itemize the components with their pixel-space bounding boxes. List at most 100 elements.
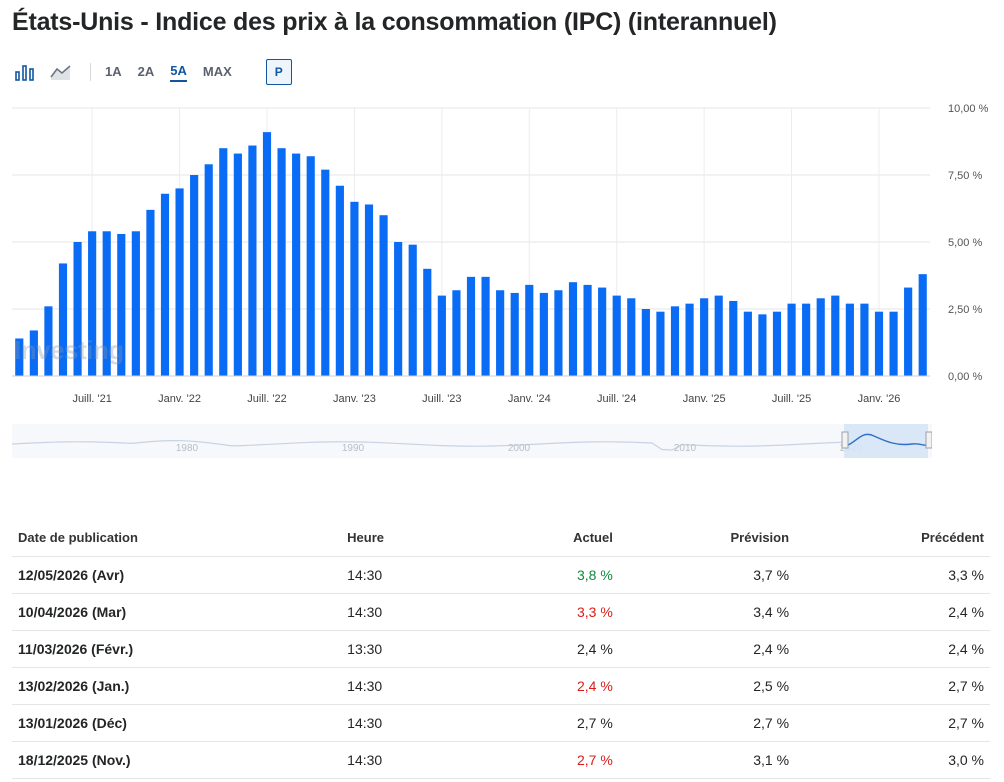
chart-bar[interactable] <box>510 292 519 376</box>
chart-bar[interactable] <box>277 148 286 376</box>
chart-bar[interactable] <box>525 284 534 376</box>
chart-bar[interactable] <box>641 309 650 376</box>
chart-bar[interactable] <box>787 303 796 376</box>
chart-bar[interactable] <box>102 231 111 376</box>
chart-bar[interactable] <box>190 175 199 376</box>
chart-bar[interactable] <box>612 295 621 376</box>
chart-bar[interactable] <box>233 153 242 376</box>
chart-bar[interactable] <box>466 276 476 376</box>
chart-bar[interactable] <box>88 231 97 376</box>
row-time: 14:30 <box>341 741 494 779</box>
chart-bar[interactable] <box>743 311 752 376</box>
chart-bar[interactable] <box>452 290 461 376</box>
chart-bar[interactable] <box>146 209 155 376</box>
chart-bar[interactable] <box>889 311 898 376</box>
chart-bar[interactable] <box>423 268 432 376</box>
x-tick-label: Juill. '22 <box>247 393 286 405</box>
navigator-line <box>11 439 843 451</box>
chart-bar[interactable] <box>58 263 68 376</box>
range-2a-button[interactable]: 2A <box>137 63 155 79</box>
row-time: 13:30 <box>341 630 494 668</box>
table-row: 10/04/2026 (Mar) 14:30 3,3 % 3,4 % 2,4 % <box>12 593 990 631</box>
chart-bar[interactable] <box>175 188 184 376</box>
x-tick-label: Juill. '25 <box>772 393 811 405</box>
row-previous: 2,7 % <box>795 667 990 705</box>
chart-bar[interactable] <box>262 132 272 376</box>
x-tick-label: Janv. '24 <box>508 393 551 405</box>
range-1a-button[interactable]: 1A <box>105 63 122 79</box>
chart-bar[interactable] <box>583 284 592 376</box>
chart-bar[interactable] <box>15 338 24 376</box>
chart-bar[interactable] <box>627 298 636 376</box>
chart-bar[interactable] <box>73 242 82 376</box>
row-actual: 2,7 % <box>493 741 619 779</box>
chart-bar[interactable] <box>714 295 723 376</box>
chart-bar[interactable] <box>117 233 126 376</box>
chart-bar[interactable] <box>685 303 694 376</box>
chart-bar[interactable] <box>437 295 446 376</box>
chart-bar[interactable] <box>802 303 811 376</box>
range-navigator[interactable]: 19801990200020102020 <box>11 424 933 458</box>
chart-bar[interactable] <box>918 274 927 376</box>
bar-chart-icon[interactable] <box>12 61 38 83</box>
chart-bar[interactable] <box>700 298 709 376</box>
chart-bar[interactable] <box>29 330 38 376</box>
chart-toolbar: 1A 2A 5A MAX P <box>12 58 292 86</box>
row-forecast: 2,5 % <box>618 667 796 705</box>
row-time: 14:30 <box>341 593 494 631</box>
chart-bar[interactable] <box>350 201 359 376</box>
chart-bar[interactable] <box>219 148 228 376</box>
x-tick-label: Juill. '21 <box>72 393 111 405</box>
navigator-selected-line <box>845 433 927 447</box>
chart-bar[interactable] <box>321 169 330 376</box>
chart-bar[interactable] <box>816 298 825 376</box>
chart-bar[interactable] <box>496 290 505 376</box>
col-forecast-header: Prévision <box>618 518 796 557</box>
cpi-bar-chart: 0,00 % 2,50 % 5,00 % 7,50 % 10,00 % Juill. '2… <box>12 103 989 405</box>
chart-bar[interactable] <box>335 185 344 376</box>
chart-bar[interactable] <box>539 292 548 376</box>
chart-bar[interactable] <box>831 295 840 376</box>
chart-bar[interactable] <box>394 242 403 376</box>
chart-bar[interactable] <box>160 193 170 376</box>
chart-bar[interactable] <box>364 204 374 376</box>
chart-bar[interactable] <box>772 311 782 376</box>
chart-bar[interactable] <box>860 303 869 376</box>
chart-bar[interactable] <box>845 303 854 376</box>
chart-bar[interactable] <box>758 314 767 376</box>
chart-bar[interactable] <box>904 287 913 376</box>
row-previous: 2,4 % <box>795 593 990 631</box>
chart-bar[interactable] <box>408 244 417 376</box>
p-button[interactable]: P <box>265 59 292 85</box>
table-row: 13/01/2026 (Déc) 14:30 2,7 % 2,7 % 2,7 % <box>12 704 990 742</box>
navigator-handle[interactable] <box>841 431 849 449</box>
chart-bar[interactable] <box>554 290 563 376</box>
chart-bar[interactable] <box>729 300 738 376</box>
range-max-button[interactable]: MAX <box>202 63 232 79</box>
navigator-year-label: 1980 <box>176 443 199 454</box>
investing-watermark: Investing <box>14 335 124 365</box>
chart-bar[interactable] <box>481 276 490 376</box>
navigator-handle[interactable] <box>925 431 933 449</box>
y-tick-label: 0,00 % <box>948 371 982 383</box>
x-tick-label: Janv. '25 <box>683 393 726 405</box>
chart-bar[interactable] <box>379 215 388 376</box>
chart-bar[interactable] <box>656 311 665 376</box>
area-chart-icon[interactable] <box>48 61 74 83</box>
chart-bar[interactable] <box>292 153 301 376</box>
range-5a-button[interactable]: 5A <box>170 63 187 82</box>
chart-bar[interactable] <box>568 282 578 376</box>
row-time: 14:30 <box>341 556 494 594</box>
chart-bar[interactable] <box>874 311 884 376</box>
row-previous: 3,3 % <box>795 556 990 594</box>
y-tick-label: 10,00 % <box>948 103 989 115</box>
chart-bar[interactable] <box>131 231 140 376</box>
chart-bar[interactable] <box>248 145 257 376</box>
chart-bar[interactable] <box>44 306 53 376</box>
chart-bar[interactable] <box>306 156 315 376</box>
chart-bar[interactable] <box>204 164 213 376</box>
chart-bar[interactable] <box>670 306 680 376</box>
chart-bar[interactable] <box>598 287 607 376</box>
row-date: 13/02/2026 (Jan.) <box>12 667 342 705</box>
row-forecast: 2,7 % <box>618 704 796 742</box>
